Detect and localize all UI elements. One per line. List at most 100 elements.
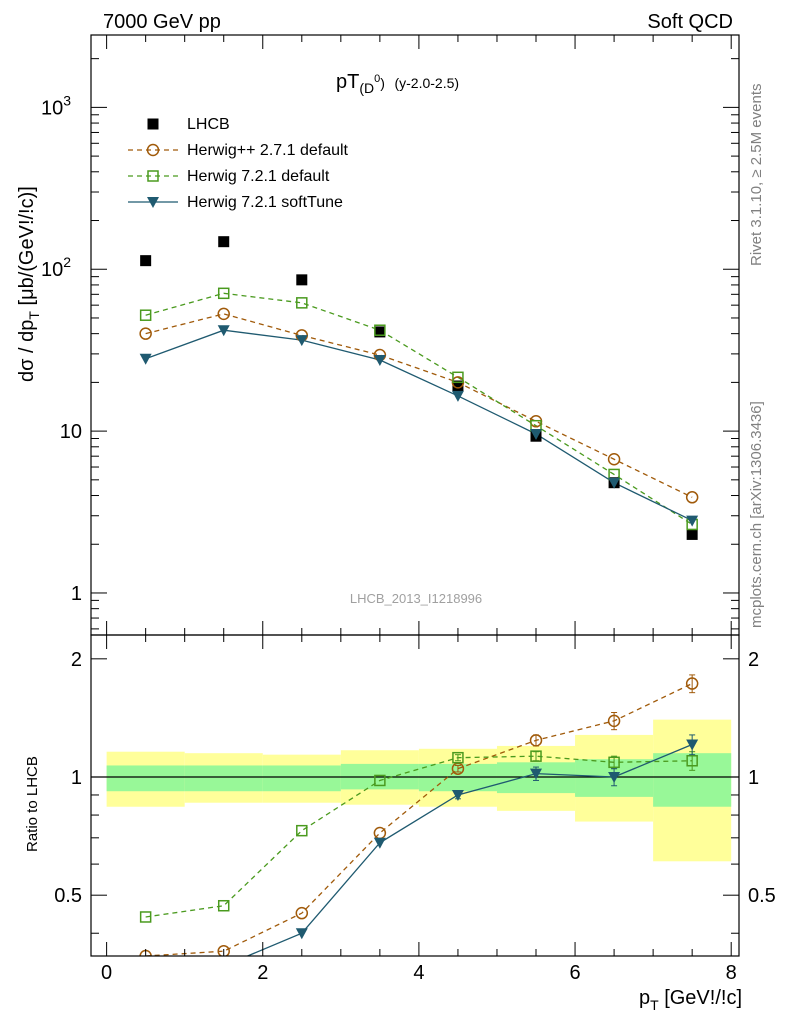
main-point-herwigpp bbox=[685, 491, 699, 504]
main-line-softtune bbox=[145, 329, 693, 522]
main-point-herwigpp bbox=[607, 453, 621, 466]
main-y-tick-label: 103 bbox=[41, 92, 71, 119]
main-ylabel: dσ / dpT [μb/(GeV!/!c)] bbox=[16, 186, 42, 382]
header-right: Soft QCD bbox=[647, 11, 733, 33]
main-point-herwig721 bbox=[217, 287, 230, 300]
ratio-band-inner bbox=[184, 765, 263, 792]
ratio-point-herwig721 bbox=[139, 911, 152, 923]
ratio-ticks: 0.5 0.5 1 1 2 2 0 2 4 6 8 bbox=[54, 635, 776, 984]
title-suffix: (y-2.0-2.5) bbox=[394, 75, 459, 91]
ratio-panel: 0.5 0.5 1 1 2 2 0 2 4 6 8 Ratio to LHCB pT [GeV!/!… bbox=[24, 634, 776, 1013]
side-text-bottom: mcplots.cern.ch [arXiv:1306.3436] bbox=[748, 401, 765, 628]
legend-label-herwigpp: Herwig++ 2.7.1 default bbox=[187, 142, 349, 159]
ratio-x-tick-label: 6 bbox=[569, 962, 580, 984]
legend-markers bbox=[128, 118, 178, 208]
ylabel-rest: [μb/(GeV!/!c)] bbox=[16, 186, 38, 311]
ratio-point-herwig721 bbox=[374, 774, 386, 787]
main-point-herwigpp bbox=[139, 327, 152, 340]
ratio-y-tick-label: 1 bbox=[71, 767, 82, 789]
ratio-y-tick-label-right: 1 bbox=[748, 767, 759, 789]
ratio-y-tick-label: 2 bbox=[71, 649, 82, 671]
main-point-herwig721 bbox=[452, 371, 464, 384]
main-y-tick-label: 1 bbox=[71, 583, 82, 605]
ratio-point-herwig721 bbox=[217, 899, 230, 912]
side-text-top: Rivet 3.1.10, ≥ 2.5M events bbox=[748, 84, 765, 267]
main-y-tick-label: 102 bbox=[41, 254, 71, 281]
ylabel-sub: T bbox=[26, 311, 42, 320]
legend-marker-softtune bbox=[147, 197, 159, 208]
main-point-herwig721 bbox=[374, 324, 386, 336]
ratio-point-herwigpp bbox=[685, 677, 699, 690]
main-point-lhcb bbox=[218, 236, 230, 248]
ratio-point-softtune bbox=[608, 772, 621, 784]
main-line-herwig721 bbox=[145, 292, 693, 526]
main-point-softtune bbox=[608, 477, 621, 489]
ratio-xlabel: pT [GeV!/!c] bbox=[639, 987, 742, 1013]
ratio-x-tick-label: 0 bbox=[101, 962, 112, 984]
main-point-herwigpp bbox=[217, 307, 230, 321]
main-panel: 1 10 102 103 pT(D0) (y-2.0-2.5) dσ / dpT [μ… bbox=[16, 34, 740, 636]
ratio-point-softtune bbox=[295, 928, 308, 940]
ratio-y-tick-label-right: 0.5 bbox=[748, 885, 776, 907]
main-point-softtune bbox=[530, 428, 543, 440]
main-point-softtune bbox=[217, 325, 230, 337]
ratio-line-herwigpp bbox=[145, 682, 693, 956]
ratio-point-herwigpp bbox=[217, 944, 230, 956]
ratio-point-herwig721 bbox=[530, 750, 542, 762]
xlabel-rest: [GeV!/!c] bbox=[659, 987, 742, 1009]
main-point-softtune bbox=[451, 390, 464, 402]
main-point-softtune bbox=[139, 353, 152, 365]
ratio-y-tick-label: 0.5 bbox=[54, 885, 82, 907]
xlabel-sub: T bbox=[650, 997, 659, 1013]
legend-label-lhcb: LHCB bbox=[187, 116, 230, 133]
ratio-point-softtune bbox=[373, 837, 386, 849]
ratio-point-herwigpp bbox=[529, 734, 543, 747]
ratio-line-herwig721 bbox=[145, 755, 693, 918]
ratio-x-tick-label: 8 bbox=[726, 962, 737, 984]
main-marks-layer bbox=[139, 236, 699, 540]
legend-label-softtune: Herwig 7.2.1 softTune bbox=[187, 194, 343, 211]
ratio-x-tick-label: 2 bbox=[257, 962, 268, 984]
ratio-point-herwig721 bbox=[686, 755, 698, 767]
main-point-softtune bbox=[686, 515, 699, 527]
main-point-softtune bbox=[295, 335, 308, 347]
main-y-tick-label: 10 bbox=[60, 421, 82, 443]
legend: LHCB Herwig++ 2.7.1 default Herwig 7.2.1… bbox=[128, 116, 349, 211]
ratio-point-herwigpp bbox=[295, 906, 309, 920]
main-point-lhcb bbox=[452, 380, 464, 392]
ratio-point-herwigpp bbox=[373, 826, 387, 840]
ratio-frame bbox=[90, 634, 740, 957]
ratio-point-herwig721 bbox=[608, 756, 620, 769]
legend-marker-herwig721 bbox=[147, 170, 159, 182]
ratio-point-softtune bbox=[451, 789, 464, 801]
ratio-line-softtune bbox=[245, 743, 693, 956]
main-ticks: 1 10 102 103 bbox=[41, 35, 739, 635]
ratio-point-herwigpp bbox=[607, 714, 621, 728]
main-point-lhcb bbox=[374, 326, 386, 338]
main-point-lhcb bbox=[686, 528, 698, 540]
ratio-point-softtune bbox=[686, 739, 699, 751]
ratio-marks-layer bbox=[91, 674, 739, 988]
ratio-point-softtune bbox=[140, 977, 152, 988]
ratio-point-softtune bbox=[530, 768, 543, 780]
main-line-herwigpp bbox=[145, 313, 693, 498]
ratio-point-herwig721 bbox=[452, 751, 464, 764]
main-point-herwig721 bbox=[139, 309, 152, 321]
title-prefix: pT bbox=[336, 71, 359, 93]
title-sub: (D bbox=[359, 80, 374, 96]
legend-marker-lhcb bbox=[147, 118, 159, 130]
ylabel-main: dσ / dp bbox=[16, 320, 38, 382]
ratio-x-tick-label: 4 bbox=[413, 962, 424, 984]
main-point-lhcb bbox=[140, 255, 152, 267]
header-left: 7000 GeV pp bbox=[103, 11, 221, 33]
legend-label-herwig721: Herwig 7.2.1 default bbox=[187, 168, 330, 185]
ratio-band-inner bbox=[106, 765, 185, 792]
watermark: LHCB_2013_I1218996 bbox=[350, 591, 482, 606]
xlabel-main: p bbox=[639, 987, 650, 1009]
ratio-ylabel: Ratio to LHCB bbox=[24, 756, 41, 852]
main-point-lhcb bbox=[296, 274, 308, 286]
legend-marker-herwigpp bbox=[146, 143, 160, 157]
ratio-band-inner bbox=[262, 765, 341, 792]
main-point-softtune bbox=[373, 354, 386, 366]
